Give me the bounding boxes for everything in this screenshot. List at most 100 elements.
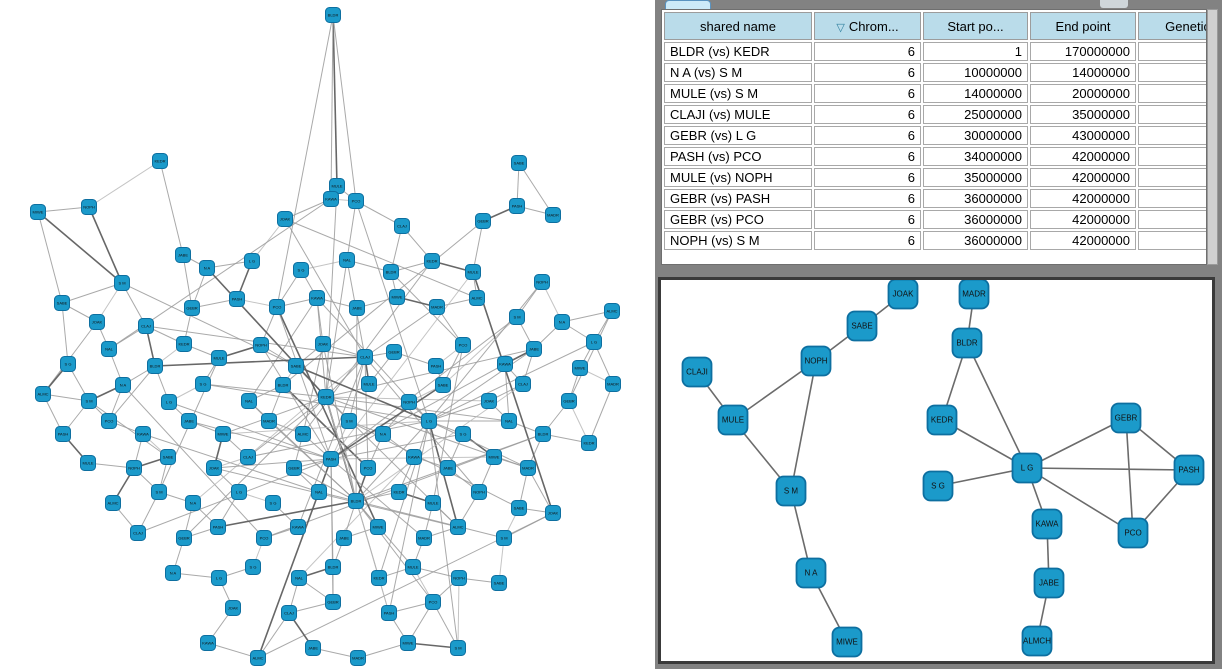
network-node[interactable]: CLAJ (281, 605, 297, 621)
network-node[interactable]: MIWE (486, 449, 502, 465)
network-node[interactable]: NOPH (471, 484, 487, 500)
filter-funnel-icon[interactable]: ▽ (836, 21, 845, 34)
network-node[interactable]: NAL (101, 341, 117, 357)
network-node[interactable]: PASH (381, 605, 397, 621)
network-node[interactable]: SABE (511, 500, 527, 516)
network-node[interactable]: NOPH (81, 199, 97, 215)
network-node[interactable]: KEDR (176, 336, 192, 352)
column-header-startpo[interactable]: Start po... (923, 12, 1028, 40)
network-node[interactable]: ALMC (105, 495, 121, 511)
network-node[interactable]: KEDR (371, 570, 387, 586)
network-node[interactable]: GEBR (561, 393, 577, 409)
network-node[interactable]: PASH (509, 198, 525, 214)
network-node[interactable]: PASH (210, 519, 226, 535)
network-node[interactable]: SABE (846, 310, 878, 342)
network-node[interactable]: ALMC (250, 650, 266, 666)
network-node[interactable]: MADR (958, 280, 990, 310)
network-node[interactable]: GEBR (286, 460, 302, 476)
network-node[interactable]: NOPH (253, 337, 269, 353)
network-node[interactable]: S G (922, 470, 954, 502)
network-node[interactable]: KEDR (152, 153, 168, 169)
network-node[interactable]: ALMCH (1021, 625, 1053, 657)
network-node[interactable]: JABE (440, 460, 456, 476)
network-node[interactable]: BLDR (325, 7, 341, 23)
network-node[interactable]: S M (114, 275, 130, 291)
network-node[interactable]: ALMC (450, 519, 466, 535)
network-node[interactable]: MIWE (389, 289, 405, 305)
network-node[interactable]: NAL (311, 484, 327, 500)
network-node[interactable]: MULE (80, 455, 96, 471)
network-node[interactable]: PCO (360, 460, 376, 476)
network-node[interactable]: CLAJ (240, 449, 256, 465)
network-node[interactable]: NOPH (126, 460, 142, 476)
network-node[interactable]: MIWE (572, 360, 588, 376)
network-node[interactable]: KAWA (309, 290, 325, 306)
column-header-endpoint[interactable]: End point (1030, 12, 1136, 40)
network-node[interactable]: KAWA (135, 426, 151, 442)
network-node[interactable]: N A (375, 426, 391, 442)
network-node[interactable]: MADR (520, 460, 536, 476)
network-node[interactable]: NAL (339, 252, 355, 268)
network-node[interactable]: KEDR (318, 389, 334, 405)
network-node[interactable]: ALMC (295, 426, 311, 442)
network-node[interactable]: SABE (160, 449, 176, 465)
network-node[interactable]: MULE (425, 495, 441, 511)
network-node[interactable]: NAL (501, 413, 517, 429)
network-node[interactable]: KAWA (406, 449, 422, 465)
network-node[interactable]: N A (115, 377, 131, 393)
table-tab-stub[interactable] (665, 0, 711, 9)
network-node[interactable]: NAL (291, 570, 307, 586)
network-node[interactable]: KAWA (323, 191, 339, 207)
network-node[interactable]: KAWA (1031, 508, 1063, 540)
network-node[interactable]: ALMC (469, 290, 485, 306)
network-node[interactable]: NOPH (800, 345, 832, 377)
network-node[interactable]: L G (421, 413, 437, 429)
network-node[interactable]: S G (245, 559, 261, 575)
table-row[interactable]: CLAJI (vs) MULE625000000350000005.9 (664, 105, 1206, 124)
network-node[interactable]: S M (775, 475, 807, 507)
table-row[interactable]: PASH (vs) PCO6340000004200000011.4 (664, 147, 1206, 166)
network-node[interactable]: JABE (526, 341, 542, 357)
network-node[interactable]: S G (265, 495, 281, 511)
network-node[interactable]: GEBR (325, 594, 341, 610)
network-node[interactable]: CLAJI (681, 356, 713, 388)
network-node[interactable]: MULE (361, 376, 377, 392)
network-node[interactable]: S G (195, 376, 211, 392)
network-node[interactable]: PASH (55, 426, 71, 442)
network-node[interactable]: GEBR (184, 300, 200, 316)
table-row[interactable]: MULE (vs) NOPH6350000004200000010.5 (664, 168, 1206, 187)
network-node[interactable]: S G (60, 356, 76, 372)
main-network-canvas[interactable]: BLDR KEDR MULE NOPH SABE JOAK CLAJ GEBR PASH PCO K… (0, 0, 655, 669)
network-node[interactable]: ALMC (35, 386, 51, 402)
network-node[interactable]: L G (211, 570, 227, 586)
column-header-chrom[interactable]: ▽ Chrom... (814, 12, 921, 40)
table-row[interactable]: NOPH (vs) S M636000000420000009.9 (664, 231, 1206, 250)
network-node[interactable]: MIWE (831, 626, 863, 658)
network-node[interactable]: JABE (349, 300, 365, 316)
network-node[interactable]: N A (165, 565, 181, 581)
network-node[interactable]: MULE (465, 264, 481, 280)
network-node[interactable]: S G (455, 426, 471, 442)
network-node[interactable]: N A (185, 495, 201, 511)
network-node[interactable]: L G (244, 253, 260, 269)
network-node[interactable]: CLAJ (394, 218, 410, 234)
network-node[interactable]: BLDR (535, 426, 551, 442)
network-node[interactable]: PCO (101, 413, 117, 429)
network-node[interactable]: N A (199, 260, 215, 276)
network-node[interactable]: NOPH (534, 274, 550, 290)
table-row[interactable]: N A (vs) S M610000000140000006.6 (664, 63, 1206, 82)
network-node[interactable]: NOPH (451, 570, 467, 586)
table-row[interactable]: GEBR (vs) PCO636000000420000008.4 (664, 210, 1206, 229)
network-node[interactable]: KEDR (581, 435, 597, 451)
network-node[interactable]: MADR (429, 299, 445, 315)
network-node[interactable]: MIWE (215, 426, 231, 442)
network-node[interactable]: PASH (229, 291, 245, 307)
network-node[interactable]: SABE (54, 295, 70, 311)
network-node[interactable]: PCO (425, 594, 441, 610)
network-node[interactable]: JOAK (545, 505, 561, 521)
network-node[interactable]: MULE (211, 350, 227, 366)
table-row[interactable]: GEBR (vs) L G6300000004300000016.9 (664, 126, 1206, 145)
network-node[interactable]: S M (496, 530, 512, 546)
network-node[interactable]: CLAJ (138, 318, 154, 334)
network-node[interactable]: KEDR (391, 484, 407, 500)
